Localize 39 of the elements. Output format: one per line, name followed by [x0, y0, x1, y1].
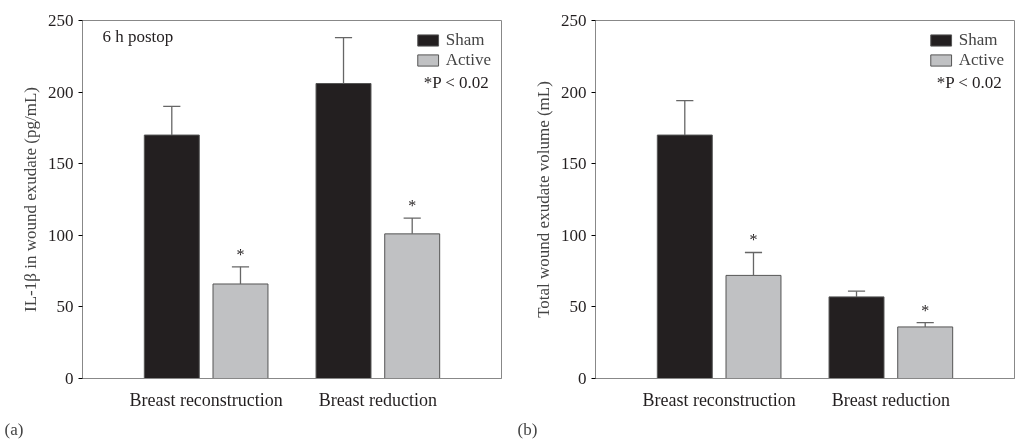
- bar: [725, 274, 782, 379]
- y-tick-label: 0: [578, 369, 587, 388]
- y-tick-label: 250: [561, 11, 587, 30]
- bar: [828, 296, 885, 379]
- bar: [384, 233, 441, 379]
- y-tick-label: 250: [48, 11, 74, 30]
- y-tick-label: 200: [561, 82, 587, 102]
- x-tick-label: Breast reduction: [831, 389, 951, 410]
- x-tick-label: Breast reconstruction: [129, 389, 283, 410]
- y-axis-title: IL-1β in wound exudate (pg/mL): [21, 87, 40, 312]
- annotation: *P < 0.02: [936, 73, 1002, 93]
- bar: [143, 134, 200, 379]
- x-tick-label: Breast reduction: [318, 389, 438, 410]
- bar: [212, 283, 269, 379]
- x-tick-label: Breast reconstruction: [642, 389, 796, 410]
- y-tick-label: 100: [561, 225, 587, 245]
- bar: [656, 134, 713, 379]
- y-tick-label: 50: [569, 297, 587, 317]
- legend-label: Active: [958, 50, 1004, 70]
- annotation: *: [749, 231, 758, 249]
- text: (a): [4, 419, 24, 439]
- y-tick-label: 150: [561, 154, 587, 174]
- chart-title: 6 h postop: [102, 26, 174, 46]
- bar: [315, 83, 372, 379]
- y-axis-title: Total wound exudate volume (mL): [534, 81, 553, 318]
- y-tick-label: 100: [48, 225, 74, 245]
- annotation: *: [921, 301, 930, 319]
- y-tick-label: 200: [48, 82, 74, 102]
- y-tick-label: 50: [56, 297, 74, 317]
- y-tick-label: 150: [48, 154, 74, 174]
- annotation: *P < 0.02: [423, 73, 489, 93]
- y-tick-label: 0: [65, 369, 74, 388]
- legend-label: Sham: [958, 30, 998, 50]
- text: (b): [517, 419, 538, 439]
- annotation: *: [408, 197, 417, 215]
- annotation: *: [236, 245, 245, 263]
- bar: [897, 326, 954, 379]
- legend-label: Active: [445, 50, 491, 70]
- legend-label: Sham: [445, 30, 485, 50]
